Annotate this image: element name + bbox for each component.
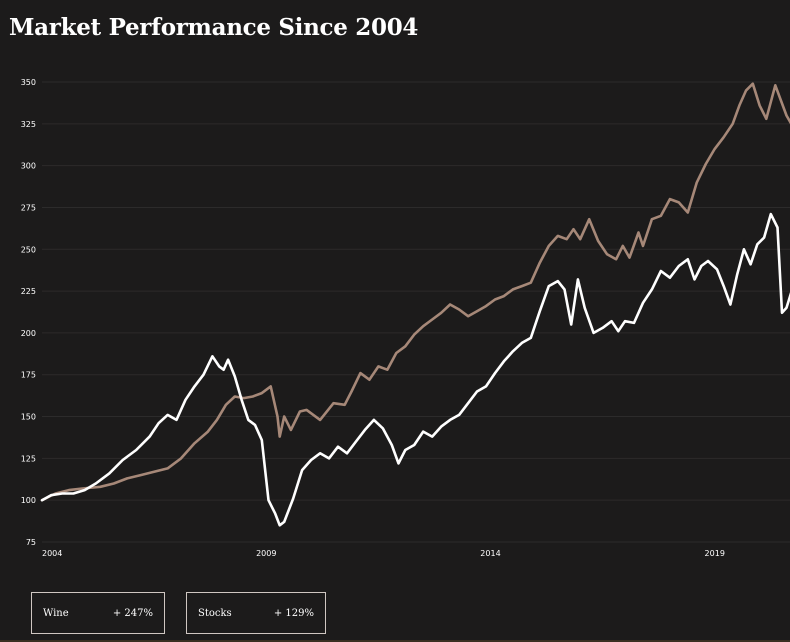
- series-lines: [40, 82, 790, 527]
- y-tick-label: 325: [21, 120, 36, 129]
- bottom-divider: [0, 640, 790, 642]
- grid-lines: [42, 81, 790, 543]
- series-line-stocks: [40, 212, 790, 527]
- y-tick-label: 275: [21, 203, 36, 212]
- legend-item-stocks: Stocks + 129%: [186, 592, 326, 634]
- x-tick-label: 2004: [42, 549, 62, 558]
- y-tick-label: 225: [21, 287, 36, 296]
- y-tick-label: 100: [21, 496, 36, 505]
- y-tick-label: 150: [21, 413, 36, 422]
- y-tick-label: 350: [21, 78, 36, 87]
- legend-label-wine: Wine: [43, 607, 69, 619]
- chart-title: Market Performance Since 2004: [9, 14, 419, 41]
- legend-item-wine: Wine + 247%: [31, 592, 165, 634]
- y-axis-ticks: 75 100 125 150 175 200 225 250 275 300 325 350: [21, 78, 36, 547]
- y-tick-label: 300: [21, 162, 36, 171]
- y-tick-label: 200: [21, 329, 36, 338]
- x-tick-label: 2014: [480, 549, 500, 558]
- y-tick-label: 75: [26, 538, 36, 547]
- legend-value-wine: + 247%: [112, 607, 153, 619]
- x-axis-ticks: 2004 2009 2014 2019: [42, 549, 725, 558]
- x-tick-label: 2009: [256, 549, 276, 558]
- y-tick-label: 175: [21, 371, 36, 380]
- y-tick-label: 125: [21, 454, 36, 463]
- series-line-wine: [40, 82, 790, 502]
- legend-label-stocks: Stocks: [198, 607, 232, 619]
- y-tick-label: 250: [21, 245, 36, 254]
- x-tick-label: 2019: [705, 549, 725, 558]
- legend-value-stocks: + 129%: [273, 607, 314, 619]
- line-chart: 75 100 125 150 175 200 225 250 275 300 325 350 2004…: [21, 78, 790, 558]
